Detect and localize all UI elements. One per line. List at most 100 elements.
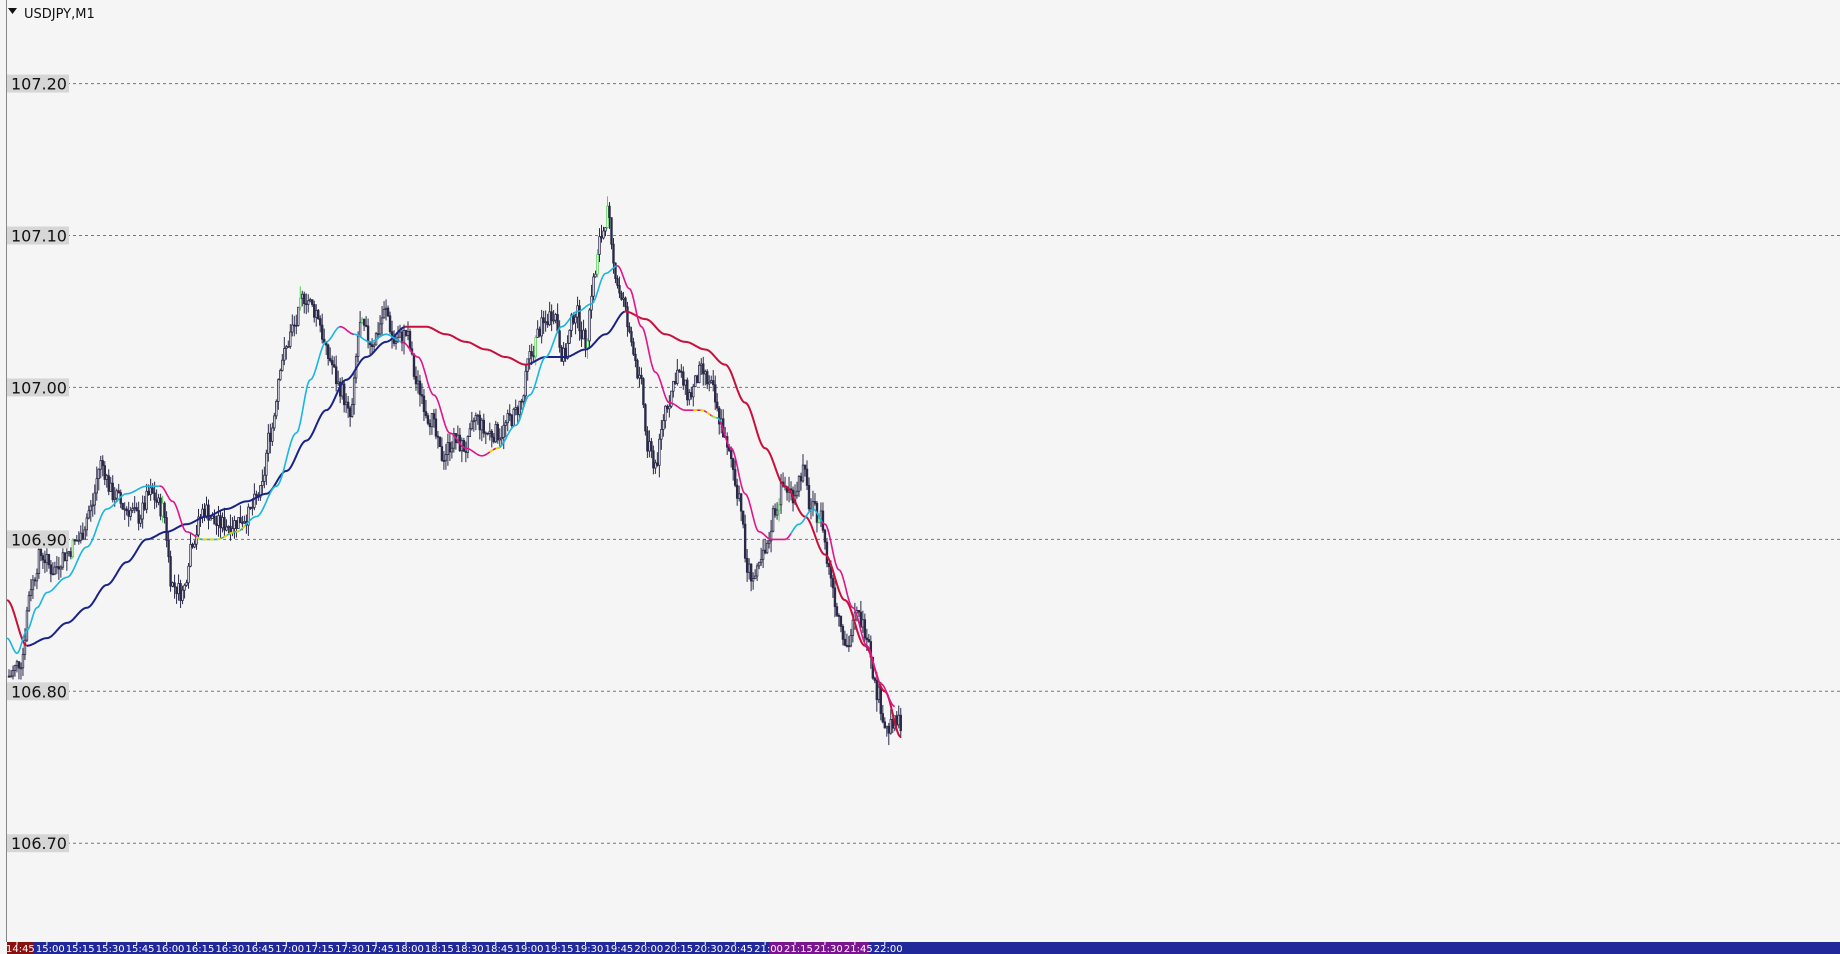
candle: [49, 560, 53, 583]
time-tick-label: 18:45: [485, 944, 514, 954]
candle: [604, 227, 607, 237]
candle: [568, 329, 571, 345]
time-tick-label: 17:30: [335, 944, 364, 954]
candle: [225, 519, 228, 532]
slow-ma-segment: [404, 325, 530, 366]
candle: [422, 389, 426, 422]
candle: [598, 228, 601, 263]
candle: [169, 550, 172, 592]
candle: [115, 488, 118, 503]
candle: [751, 572, 755, 590]
time-axis: 14:45 15:00 15:15 15:30 15:45 16:00 16:15 16:30…: [6, 942, 1840, 954]
flat-ma-marker: [489, 444, 503, 453]
candle: [189, 532, 192, 568]
candle: [165, 511, 168, 548]
candle: [19, 662, 23, 680]
candle: [317, 308, 320, 321]
candle: [382, 301, 386, 319]
candle: [77, 531, 81, 545]
fast-ma-segment: [821, 521, 896, 708]
candle: [342, 380, 346, 413]
candle: [253, 483, 256, 511]
time-tick-label: 22:00: [874, 944, 903, 954]
chart-title[interactable]: USDJPY,M1: [8, 7, 95, 22]
candle: [506, 409, 509, 432]
price-tick-label: 107.00: [11, 378, 67, 397]
candle: [287, 340, 290, 348]
candle: [823, 528, 827, 550]
candle: [702, 356, 705, 386]
candle: [741, 510, 745, 529]
candle: [468, 423, 472, 438]
candle: [181, 585, 184, 605]
candle: [584, 328, 587, 358]
candle: [714, 375, 717, 410]
price-label-bg: [7, 378, 69, 397]
candle: [223, 507, 226, 538]
candle: [596, 249, 599, 278]
candle: [708, 375, 711, 392]
candle: [187, 563, 190, 589]
candle: [277, 378, 280, 410]
price-label-bg: [7, 530, 69, 549]
candle: [426, 412, 430, 426]
time-axis-right-segment: [769, 942, 869, 954]
candle: [851, 615, 855, 643]
candle: [137, 501, 140, 531]
candle: [676, 359, 679, 386]
candle: [87, 505, 90, 520]
chart-title-text: USDJPY,M1: [24, 7, 95, 22]
dropdown-triangle-icon[interactable]: [8, 8, 17, 14]
candle: [404, 329, 408, 337]
candle: [769, 519, 773, 553]
candle: [247, 503, 250, 536]
candle: [213, 509, 216, 525]
candle: [418, 374, 422, 407]
candle: [185, 579, 188, 587]
candle: [642, 377, 645, 409]
candle: [682, 366, 685, 390]
candle: [761, 539, 765, 569]
time-tick-label: 20:00: [634, 944, 663, 954]
candle: [500, 425, 503, 446]
candle: [265, 449, 268, 486]
candle: [739, 492, 743, 522]
fast-ma-segment: [497, 265, 617, 449]
candle: [261, 469, 264, 495]
candle: [263, 466, 266, 489]
candle: [267, 424, 270, 462]
candle: [482, 413, 486, 438]
price-axis-labels: 107.20 107.10 107.00 106.90 106.80 106.70: [7, 74, 69, 853]
candle: [498, 428, 501, 447]
candle: [831, 574, 835, 598]
candle: [602, 226, 605, 240]
candle: [59, 565, 63, 578]
candle: [41, 552, 45, 570]
candle: [849, 628, 853, 648]
candle: [841, 624, 845, 646]
time-tick-label: 17:00: [275, 944, 304, 954]
candle: [755, 563, 759, 581]
candle: [616, 275, 619, 289]
time-tick-label: 15:30: [96, 944, 125, 954]
candle: [863, 613, 867, 642]
price-label-bg: [7, 834, 69, 853]
candle: [558, 320, 561, 353]
candle: [867, 634, 871, 643]
candle: [608, 202, 611, 229]
candle: [883, 717, 887, 729]
candle: [706, 369, 709, 389]
candle: [833, 576, 837, 618]
candle: [37, 545, 41, 579]
candle: [135, 502, 138, 512]
candle: [652, 445, 655, 475]
candle: [530, 343, 533, 366]
candle: [658, 433, 661, 478]
candle: [11, 665, 15, 680]
candle: [279, 368, 282, 381]
candle: [273, 412, 276, 431]
candle: [640, 367, 643, 385]
candle: [386, 305, 390, 318]
